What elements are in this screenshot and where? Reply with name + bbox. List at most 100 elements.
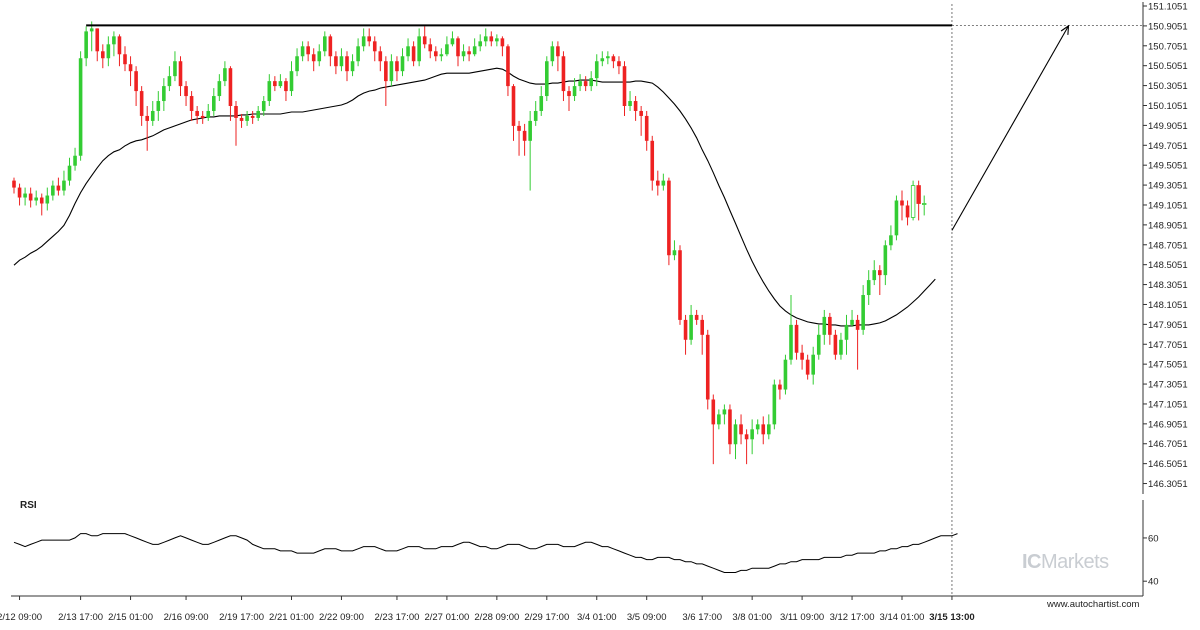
time-tick-label: 2/27 01:00 [424,612,469,623]
candle-body [334,56,338,67]
price-tick-label: 149.5051 [1148,161,1188,172]
candle-body [145,115,149,121]
projection-arrow-line [951,25,1069,231]
candle-down [833,329,838,360]
candle-down [916,180,921,221]
candle-body [300,46,305,57]
candle-body [101,51,105,59]
candle-up [461,44,466,62]
candle-up [789,295,793,365]
candle-up [844,314,849,355]
candle-body [517,125,521,131]
candle-body [689,314,693,340]
candle-body [106,44,111,59]
candle-body [273,81,277,87]
candle-body [350,61,355,72]
candle-down [650,135,655,191]
candle-body [878,270,882,276]
candle-body [228,68,233,106]
candle-up [816,324,821,360]
candle-body [389,61,394,82]
candle-body [234,105,238,118]
price-tick-label: 149.7051 [1148,141,1188,152]
candle-up [545,56,549,102]
candle-body [705,334,710,400]
candle-down [900,190,904,221]
candle-body [722,409,727,415]
time-tick-label: 2/23 17:00 [374,612,419,623]
candle-body [533,110,538,121]
candle-body [844,324,849,340]
candle-down [411,41,416,67]
candle-body [189,96,194,111]
candle-body [56,185,61,191]
candle-body [245,115,249,121]
candle-down [284,78,288,102]
candle-up [478,34,482,52]
candle-body [472,46,477,55]
price-tick-label: 148.5051 [1148,260,1188,271]
website-link[interactable]: www.autochartist.com [1047,599,1140,610]
time-tick-label: 2/16 09:00 [164,612,209,623]
candle-down [678,245,682,325]
candle-body [195,110,199,116]
candle-up [483,28,488,47]
candle-body [184,86,188,97]
candle-down [506,44,510,97]
candle-down [234,101,238,146]
candle-down [522,123,527,156]
candle-up [472,38,477,57]
candle-body [761,424,766,435]
candle-body [750,429,754,440]
candle-down [334,51,338,75]
candle-body [916,185,921,204]
candle-body [378,51,383,62]
candle-body [789,324,793,360]
rsi-line [13,533,958,573]
candle-up [910,180,916,221]
candle-down [878,265,882,296]
candle-down [56,177,61,196]
candle-up [528,110,532,191]
candle-body [384,61,388,82]
candle-up [78,51,83,161]
candle-body [511,86,516,126]
time-tick-label: 2/19 17:00 [219,612,264,623]
candle-body [772,384,777,425]
candle-body [261,101,266,111]
candle-down [639,105,643,136]
time-tick-label: 3/8 01:00 [732,612,772,623]
candle-body [567,91,571,97]
candle-up [767,414,771,440]
candle-body [622,66,627,106]
candle-body [594,61,599,79]
candle-body [900,200,904,206]
candle-up [150,101,155,126]
time-tick-label: 2/15 01:00 [108,612,153,623]
candle-body [545,61,549,97]
rsi-tick-label: 40 [1148,577,1159,588]
candle-body [95,28,100,52]
candle-body [328,36,333,57]
candle-body [561,56,566,92]
candle-down [517,120,521,156]
candle-body [794,324,799,353]
candle-up [772,379,777,430]
candle-body [617,61,621,67]
candle-down [306,41,310,62]
candle-up [245,110,249,126]
candle-up [600,51,605,67]
candle-up [722,404,727,425]
candle-down [428,38,433,59]
candle-up [445,36,449,57]
candle-body [372,41,377,52]
price-tick-label: 150.5051 [1148,61,1188,72]
candle-down [17,183,22,206]
candle-up [106,36,111,67]
candle-down [556,41,560,72]
candle-body [633,101,638,111]
candle-body [356,46,360,62]
candle-body [206,110,211,118]
brand-name: Markets [1041,551,1109,573]
